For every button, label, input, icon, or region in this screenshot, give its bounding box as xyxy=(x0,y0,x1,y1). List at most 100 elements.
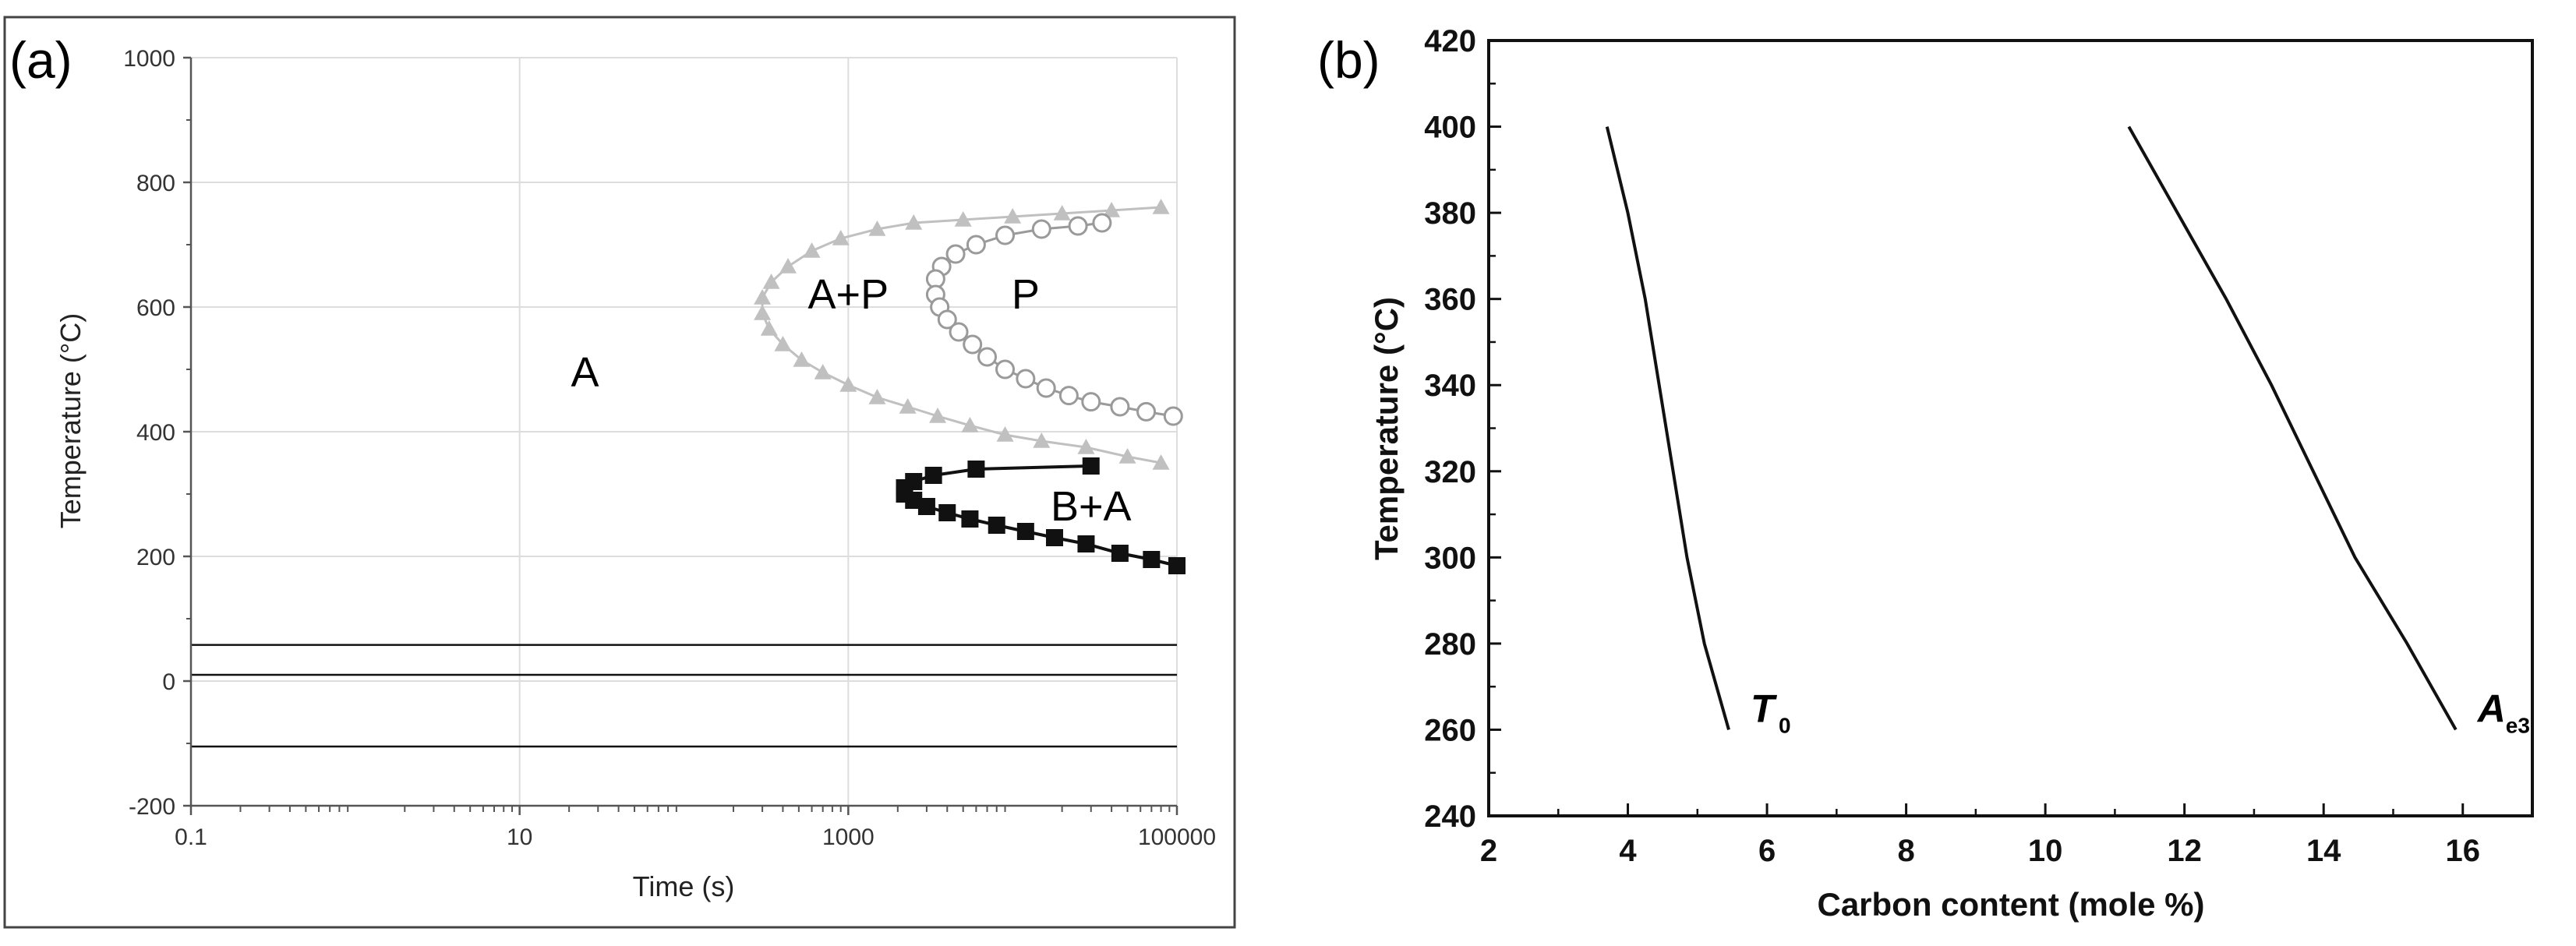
panel-a-region-label: A+P xyxy=(808,271,889,318)
panel-a-y-tick-label: 600 xyxy=(136,295,175,321)
panel-a-y-tick-label: 1000 xyxy=(123,46,175,72)
panel-b-frame xyxy=(1487,39,2534,817)
panel-a-point-triangle xyxy=(996,426,1014,442)
panel-a-point-triangle xyxy=(961,417,979,432)
panel-a-x-tick-label: 0.1 xyxy=(175,824,207,850)
panel-a-point-triangle xyxy=(1152,199,1170,214)
panel-a-point-triangle xyxy=(839,376,857,392)
panel-a-point-circle xyxy=(977,347,998,367)
panel-b-x-tick-label: 10 xyxy=(2028,834,2063,868)
panel-a-point-circle xyxy=(995,225,1016,245)
panel-a-point-circle xyxy=(1163,406,1183,426)
panel-a-point-circle xyxy=(995,359,1016,379)
panel-a-grid xyxy=(190,57,1178,807)
panel-b-x-tick-label: 6 xyxy=(1758,834,1776,868)
panel-a-minor-ticks xyxy=(239,806,1171,812)
panel-a-point-square xyxy=(967,461,985,478)
panel-a-region-label: P xyxy=(1012,271,1040,318)
panel-a-point-triangle xyxy=(760,320,778,336)
panel-a-point-circle xyxy=(945,244,966,264)
panel-b-x-tick-label: 8 xyxy=(1897,834,1914,868)
panel-b-x-tick-label: 14 xyxy=(2306,834,2341,868)
panel-b-curve-T0 xyxy=(1605,126,1730,730)
panel-a-horizontal-lines xyxy=(191,644,1177,748)
panel-b-x-axis-label: Carbon content (mole %) xyxy=(1817,886,2204,923)
panel-a-point-circle xyxy=(1016,369,1036,389)
panel-b-y-tick-label: 320 xyxy=(1424,455,1476,489)
panel-b-y-tick-label: 300 xyxy=(1424,541,1476,575)
panel-a-point-triangle xyxy=(868,389,886,404)
panel-a-frame xyxy=(3,16,1236,929)
panel-a-point-square xyxy=(961,510,979,528)
panel-a-label: (a) xyxy=(9,31,72,89)
panel-a-point-triangle xyxy=(1077,439,1095,454)
panel-a-point-triangle xyxy=(754,305,772,320)
panel-a-y-tick-label: 800 xyxy=(136,171,175,196)
panel-a-point-triangle xyxy=(793,351,811,367)
panel-a-point-circle xyxy=(1036,378,1056,398)
panel-a-point-square xyxy=(924,467,942,484)
panel-b-x-tick-label: 2 xyxy=(1480,834,1497,868)
panel-a-point-square xyxy=(988,517,1005,534)
panel-a-point-triangle xyxy=(1053,205,1071,221)
panel-a-point-circle xyxy=(1092,213,1112,233)
panel-b-y-tick-label: 420 xyxy=(1424,24,1476,58)
panel-a-point-circle xyxy=(1031,219,1051,239)
panel-a-point-square xyxy=(917,498,935,515)
panel-a-point-square xyxy=(905,492,923,509)
panel-a-y-ticks: -200 0 200 400 600 800 1000 xyxy=(123,46,191,820)
panel-a-point-triangle xyxy=(1033,432,1051,448)
panel-b-composition-chart: 240 260 280 300 320 340 360 380 400 420 2 4 6 8 10 12 1… xyxy=(1317,24,2534,923)
panel-b-curve-Ae3 xyxy=(2127,125,2458,731)
panel-a-point-square xyxy=(1045,529,1063,546)
panel-a-x-tick-label: 100000 xyxy=(1138,824,1216,850)
panel-a-point-square xyxy=(1082,457,1100,475)
panel-b-y-tick-label: 340 xyxy=(1424,369,1476,403)
panel-a-y-tick-label: -200 xyxy=(129,794,175,820)
panel-b-y-tick-label: 280 xyxy=(1424,627,1476,662)
panel-b-y-tick-label: 380 xyxy=(1424,196,1476,231)
panel-a-y-tick-label: 0 xyxy=(162,669,175,695)
panel-a-point-square xyxy=(1111,545,1129,562)
panel-b-y-tick-label: 240 xyxy=(1424,800,1476,834)
panel-a-point-circle xyxy=(1081,392,1101,412)
panel-a-point-circle xyxy=(1110,397,1130,417)
panel-a-point-triangle xyxy=(1118,448,1136,464)
panel-a-point-circle xyxy=(949,322,969,342)
panel-a-y-axis-label: Temperature (°C) xyxy=(55,313,87,528)
panel-a-y-tick-label: 400 xyxy=(136,420,175,446)
panel-a-point-square xyxy=(1016,523,1034,540)
panel-a-point-triangle xyxy=(814,364,832,379)
panel-a-point-triangle xyxy=(832,230,850,245)
panel-b-y-tick-label: 360 xyxy=(1424,283,1476,317)
panel-a-point-circle xyxy=(1136,401,1157,422)
panel-a-point-triangle xyxy=(1152,454,1170,470)
panel-a-point-triangle xyxy=(1004,208,1022,224)
panel-a-point-square xyxy=(938,504,956,521)
panel-a-point-triangle xyxy=(774,336,792,351)
panel-a-x-axis-label: Time (s) xyxy=(633,870,735,902)
panel-a-x-tick-label: 10 xyxy=(507,824,532,850)
panel-a-ttt-diagram: -200 0 200 400 600 800 1000 0.1 10 1000 100000 A A… xyxy=(3,16,1236,929)
panel-a-point-square xyxy=(1168,557,1186,574)
panel-a-point-circle xyxy=(963,334,983,355)
panel-a-point-triangle xyxy=(929,408,947,423)
panel-a-point-triangle xyxy=(905,214,923,230)
panel-a-point-square xyxy=(1143,551,1161,568)
panel-a-point-circle xyxy=(937,309,957,330)
panel-a-y-tick-label: 200 xyxy=(136,545,175,570)
panel-a-x-tick-label: 1000 xyxy=(822,824,875,850)
panel-b-label: (b) xyxy=(1317,31,1380,89)
panel-a-region-label: A xyxy=(571,349,599,396)
panel-a-point-triangle xyxy=(762,274,780,289)
panel-b-y-tick-label: 260 xyxy=(1424,713,1476,747)
panel-a-point-triangle xyxy=(899,398,917,414)
panel-a-point-triangle xyxy=(954,211,972,227)
panel-a-x-ticks: 0.1 10 1000 100000 xyxy=(175,806,1216,850)
panel-a-point-circle xyxy=(1058,386,1079,406)
panel-b-y-tick-label: 400 xyxy=(1424,111,1476,145)
panel-b-curve-label-sub: 0 xyxy=(1779,713,1791,737)
panel-a-point-square xyxy=(1077,535,1095,552)
